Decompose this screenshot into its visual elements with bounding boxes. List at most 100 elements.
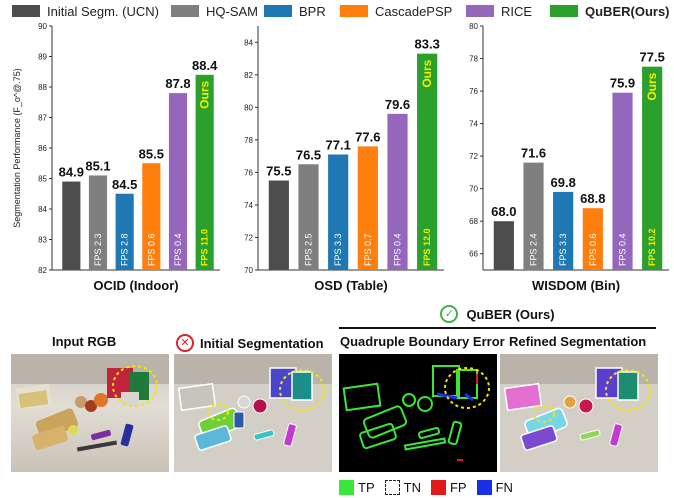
y-tick-label: 80 <box>469 22 478 31</box>
input-rgb-image <box>11 354 169 472</box>
y-tick-label: 78 <box>469 55 478 64</box>
bar-value-label: 88.4 <box>192 58 218 73</box>
initial-segmentation-image <box>174 354 332 472</box>
legend-label-fn: FN <box>495 479 513 495</box>
bar-value-label: 79.6 <box>385 97 410 112</box>
refined-segmentation-image <box>500 354 658 472</box>
fps-label: FPS 2.4 <box>529 233 539 266</box>
fps-label: FPS 11.0 <box>200 229 210 266</box>
fps-label: FPS 2.3 <box>93 233 103 266</box>
fps-label: FPS 2.5 <box>304 233 314 266</box>
legend-item-bpr: BPR <box>264 3 326 19</box>
bar-value-label: 85.5 <box>139 146 164 161</box>
bar <box>142 163 161 270</box>
fps-label: FPS 3.3 <box>558 233 568 266</box>
bar <box>298 164 319 270</box>
chart-legend: Initial Segm. (UCN) HQ-SAM BPR CascadePS… <box>0 0 674 22</box>
y-tick-label: 74 <box>244 201 253 210</box>
bar-value-label: 87.8 <box>165 76 190 91</box>
y-tick-label: 87 <box>38 114 47 123</box>
y-tick-label: 66 <box>469 250 478 259</box>
bar <box>553 191 574 270</box>
legend-swatch <box>550 5 578 17</box>
panel-title-initial-wrap: ✕ Initial Segmentation <box>176 334 324 352</box>
bar-value-label: 75.9 <box>610 76 635 91</box>
legend-swatch-tp <box>339 479 354 495</box>
bar <box>582 208 603 270</box>
bar <box>168 93 188 270</box>
y-tick-label: 84 <box>244 38 253 47</box>
legend-swatch <box>12 5 40 17</box>
boundary-error-image <box>339 354 497 472</box>
bar <box>493 221 514 270</box>
y-tick-label: 80 <box>244 103 253 112</box>
legend-label: Initial Segm. (UCN) <box>47 3 159 19</box>
bar <box>357 146 378 270</box>
legend-label: BPR <box>299 3 326 19</box>
fps-label: FPS 0.6 <box>588 233 598 266</box>
fps-label: FPS 10.2 <box>647 228 657 266</box>
bar <box>268 180 289 270</box>
bar-value-label: 69.8 <box>551 175 576 190</box>
panel-title-initial: Initial Segmentation <box>200 335 324 351</box>
bar-value-label: 83.3 <box>415 37 440 52</box>
legend-tn: TN <box>384 479 421 495</box>
y-axis-label: Segmentation Performance (F_o^@.75) <box>12 68 22 227</box>
bar <box>387 113 408 270</box>
legend-label-tn: TN <box>403 479 421 495</box>
bar-value-label: 84.9 <box>59 165 84 180</box>
bar <box>523 162 544 270</box>
bar-value-label: 68.8 <box>580 191 605 206</box>
y-tick-label: 85 <box>38 175 47 184</box>
legend-label: HQ-SAM <box>206 3 258 19</box>
fps-label: FPS 12.0 <box>422 228 432 266</box>
bar-value-label: 77.5 <box>640 50 665 65</box>
bar <box>417 53 438 270</box>
bar-value-label: 77.1 <box>326 138 351 153</box>
chart-title: OCID (Indoor) <box>93 278 178 293</box>
legend-item-hqsam: HQ-SAM <box>171 3 258 19</box>
y-tick-label: 70 <box>469 185 478 194</box>
panel-title-refined: Refined Segmentation <box>509 334 647 349</box>
ours-label: Ours <box>198 80 212 108</box>
legend-swatch <box>264 5 292 17</box>
x-circle-icon: ✕ <box>176 334 194 352</box>
legend-item-quber: QuBER(Ours) <box>550 3 670 19</box>
chart-ocid: 82 83 84 85 86 87 88 89 90 Segmentation Performan… <box>12 22 220 293</box>
fps-label: FPS 0.4 <box>393 233 403 266</box>
check-circle-icon: ✓ <box>440 305 459 323</box>
bar <box>115 193 134 270</box>
bar-value-label: 71.6 <box>521 146 546 161</box>
bar-value-label: 75.5 <box>266 164 291 179</box>
fps-label: FPS 0.4 <box>173 233 183 266</box>
legend-fp: FP <box>430 479 467 495</box>
bar <box>195 74 214 270</box>
bar-value-label: 77.6 <box>355 129 380 144</box>
legend-label-fp: FP <box>449 479 467 495</box>
legend-swatch-fp <box>430 479 446 495</box>
y-tick-label: 90 <box>38 22 47 31</box>
bar <box>88 175 108 270</box>
legend-tp: TP <box>339 479 375 495</box>
fps-label: FPS 2.8 <box>120 233 130 266</box>
ours-label: Ours <box>420 59 434 87</box>
legend-swatch <box>340 5 368 17</box>
y-tick-label: 83 <box>38 236 47 245</box>
legend-item-ucn: Initial Segm. (UCN) <box>12 3 159 19</box>
y-tick-label: 88 <box>38 83 47 92</box>
y-tick-label: 72 <box>469 152 478 161</box>
legend-swatch <box>466 5 494 17</box>
bar <box>642 66 663 270</box>
panel-title-boundary: Quadruple Boundary Error <box>340 334 505 349</box>
fps-label: FPS 3.3 <box>333 233 343 266</box>
bar-value-label: 76.5 <box>296 147 321 162</box>
bar-charts: 82 83 84 85 86 87 88 89 90 Segmentation Performan… <box>0 22 674 312</box>
legend-label-tp: TP <box>358 479 375 495</box>
y-tick-label: 84 <box>38 205 47 214</box>
y-tick-label: 82 <box>244 71 253 80</box>
legend-swatch-fn <box>476 479 492 495</box>
y-tick-label: 86 <box>38 144 47 153</box>
fps-label: FPS 0.4 <box>618 233 628 266</box>
bar-value-label: 68.0 <box>491 204 516 219</box>
boundary-legend: TP TN FP FN <box>339 478 523 496</box>
